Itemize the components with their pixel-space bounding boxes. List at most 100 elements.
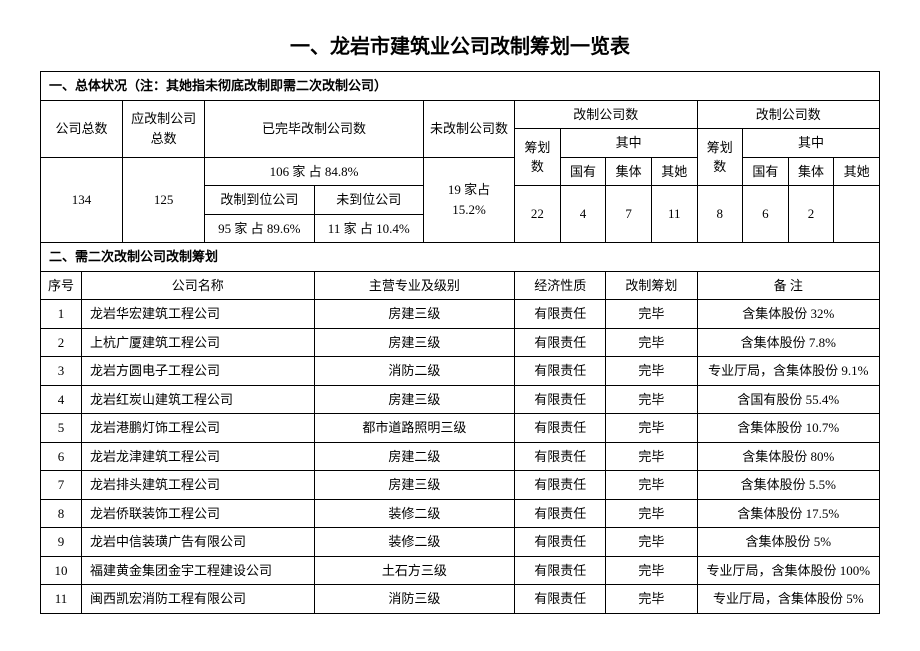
cell-name: 龙岩方圆电子工程公司 bbox=[82, 357, 315, 386]
val-a-other: 11 bbox=[651, 186, 697, 243]
col-collective-a: 集体 bbox=[606, 157, 652, 186]
cell-name: 龙岩华宏建筑工程公司 bbox=[82, 300, 315, 329]
cell-plan: 完毕 bbox=[606, 357, 697, 386]
table-row: 11闽西凯宏消防工程有限公司消防三级有限责任完毕专业厅局，含集体股份 5% bbox=[41, 585, 880, 614]
cell-major: 土石方三级 bbox=[314, 556, 515, 585]
table-row: 9龙岩中信装璜广告有限公司装修二级有限责任完毕含集体股份 5% bbox=[41, 528, 880, 557]
val-completed-a: 95 家 占 89.6% bbox=[205, 214, 314, 243]
table-row: 6龙岩龙津建筑工程公司房建二级有限责任完毕含集体股份 80% bbox=[41, 442, 880, 471]
col-collective-b: 集体 bbox=[788, 157, 834, 186]
cell-seq: 5 bbox=[41, 414, 82, 443]
cell-nature: 有限责任 bbox=[515, 471, 606, 500]
cell-nature: 有限责任 bbox=[515, 357, 606, 386]
table-row: 4龙岩红炭山建筑工程公司房建三级有限责任完毕含国有股份 55.4% bbox=[41, 385, 880, 414]
cell-nature: 有限责任 bbox=[515, 499, 606, 528]
col-total: 公司总数 bbox=[41, 100, 123, 157]
col-completed: 已完毕改制公司数 bbox=[205, 100, 424, 157]
page-title: 一、龙岩市建筑业公司改制筹划一览表 bbox=[40, 30, 880, 59]
cell-major: 消防二级 bbox=[314, 357, 515, 386]
cell-name: 福建黄金集团金宇工程建设公司 bbox=[82, 556, 315, 585]
cell-nature: 有限责任 bbox=[515, 414, 606, 443]
col-name: 公司名称 bbox=[82, 271, 315, 300]
val-a-collective: 7 bbox=[606, 186, 652, 243]
cell-name: 龙岩排头建筑工程公司 bbox=[82, 471, 315, 500]
cell-remark: 含集体股份 17.5% bbox=[697, 499, 880, 528]
table-row: 5龙岩港鹏灯饰工程公司都市道路照明三级有限责任完毕含集体股份 10.7% bbox=[41, 414, 880, 443]
val-completed-a-hdr: 改制到位公司 bbox=[205, 186, 314, 215]
cell-plan: 完毕 bbox=[606, 499, 697, 528]
col-should: 应改制公司总数 bbox=[123, 100, 205, 157]
col-state-b: 国有 bbox=[743, 157, 789, 186]
val-completed-sum: 106 家 占 84.8% bbox=[205, 157, 424, 186]
cell-seq: 3 bbox=[41, 357, 82, 386]
col-other-a: 其她 bbox=[651, 157, 697, 186]
cell-seq: 1 bbox=[41, 300, 82, 329]
cell-major: 装修二级 bbox=[314, 528, 515, 557]
cell-plan: 完毕 bbox=[606, 300, 697, 329]
cell-remark: 专业厅局，含集体股份 9.1% bbox=[697, 357, 880, 386]
col-major: 主营专业及级别 bbox=[314, 271, 515, 300]
val-should: 125 bbox=[123, 157, 205, 243]
table-row: 1龙岩华宏建筑工程公司房建三级有限责任完毕含集体股份 32% bbox=[41, 300, 880, 329]
cell-major: 装修二级 bbox=[314, 499, 515, 528]
cell-major: 都市道路照明三级 bbox=[314, 414, 515, 443]
val-b-state: 6 bbox=[743, 186, 789, 243]
section1-header: 一、总体状况（注：其她指未彻底改制即需二次改制公司） bbox=[41, 72, 880, 101]
cell-remark: 含国有股份 55.4% bbox=[697, 385, 880, 414]
cell-nature: 有限责任 bbox=[515, 442, 606, 471]
cell-major: 房建三级 bbox=[314, 328, 515, 357]
col-plan-b: 筹划数 bbox=[697, 129, 743, 186]
cell-name: 闽西凯宏消防工程有限公司 bbox=[82, 585, 315, 614]
table-row: 7龙岩排头建筑工程公司房建三级有限责任完毕含集体股份 5.5% bbox=[41, 471, 880, 500]
cell-seq: 11 bbox=[41, 585, 82, 614]
cell-nature: 有限责任 bbox=[515, 556, 606, 585]
val-b-other bbox=[834, 186, 880, 243]
cell-major: 消防三级 bbox=[314, 585, 515, 614]
cell-plan: 完毕 bbox=[606, 585, 697, 614]
cell-remark: 专业厅局，含集体股份 100% bbox=[697, 556, 880, 585]
val-b-plan: 8 bbox=[697, 186, 743, 243]
table-row: 3龙岩方圆电子工程公司消防二级有限责任完毕专业厅局，含集体股份 9.1% bbox=[41, 357, 880, 386]
col-reform-b: 改制公司数 bbox=[697, 100, 880, 129]
cell-seq: 10 bbox=[41, 556, 82, 585]
cell-name: 龙岩龙津建筑工程公司 bbox=[82, 442, 315, 471]
col-nature: 经济性质 bbox=[515, 271, 606, 300]
table-row: 10福建黄金集团金宇工程建设公司土石方三级有限责任完毕专业厅局，含集体股份 10… bbox=[41, 556, 880, 585]
val-completed-b-hdr: 未到位公司 bbox=[314, 186, 423, 215]
col-other-b: 其她 bbox=[834, 157, 880, 186]
cell-remark: 含集体股份 80% bbox=[697, 442, 880, 471]
cell-remark: 含集体股份 5.5% bbox=[697, 471, 880, 500]
cell-nature: 有限责任 bbox=[515, 528, 606, 557]
cell-remark: 含集体股份 7.8% bbox=[697, 328, 880, 357]
cell-nature: 有限责任 bbox=[515, 328, 606, 357]
cell-name: 龙岩侨联装饰工程公司 bbox=[82, 499, 315, 528]
val-a-state: 4 bbox=[560, 186, 606, 243]
cell-major: 房建三级 bbox=[314, 300, 515, 329]
cell-seq: 4 bbox=[41, 385, 82, 414]
cell-name: 龙岩红炭山建筑工程公司 bbox=[82, 385, 315, 414]
cell-major: 房建三级 bbox=[314, 385, 515, 414]
col-plan-a: 筹划数 bbox=[515, 129, 561, 186]
col-state-a: 国有 bbox=[560, 157, 606, 186]
val-notreformed: 19 家占 15.2% bbox=[423, 157, 514, 243]
cell-nature: 有限责任 bbox=[515, 385, 606, 414]
col-ofwhich-b: 其中 bbox=[743, 129, 880, 158]
cell-nature: 有限责任 bbox=[515, 300, 606, 329]
cell-remark: 专业厅局，含集体股份 5% bbox=[697, 585, 880, 614]
val-completed-b: 11 家 占 10.4% bbox=[314, 214, 423, 243]
cell-plan: 完毕 bbox=[606, 414, 697, 443]
cell-seq: 6 bbox=[41, 442, 82, 471]
col-reform-a: 改制公司数 bbox=[515, 100, 697, 129]
cell-seq: 8 bbox=[41, 499, 82, 528]
section2-header: 二、需二次改制公司改制筹划 bbox=[41, 243, 880, 272]
col-remark: 备 注 bbox=[697, 271, 880, 300]
col-ofwhich-a: 其中 bbox=[560, 129, 697, 158]
val-b-collective: 2 bbox=[788, 186, 834, 243]
col-notreformed: 未改制公司数 bbox=[423, 100, 514, 157]
cell-major: 房建二级 bbox=[314, 442, 515, 471]
cell-seq: 7 bbox=[41, 471, 82, 500]
main-table: 一、总体状况（注：其她指未彻底改制即需二次改制公司） 公司总数 应改制公司总数 … bbox=[40, 71, 880, 614]
cell-plan: 完毕 bbox=[606, 442, 697, 471]
cell-name: 龙岩港鹏灯饰工程公司 bbox=[82, 414, 315, 443]
cell-plan: 完毕 bbox=[606, 385, 697, 414]
